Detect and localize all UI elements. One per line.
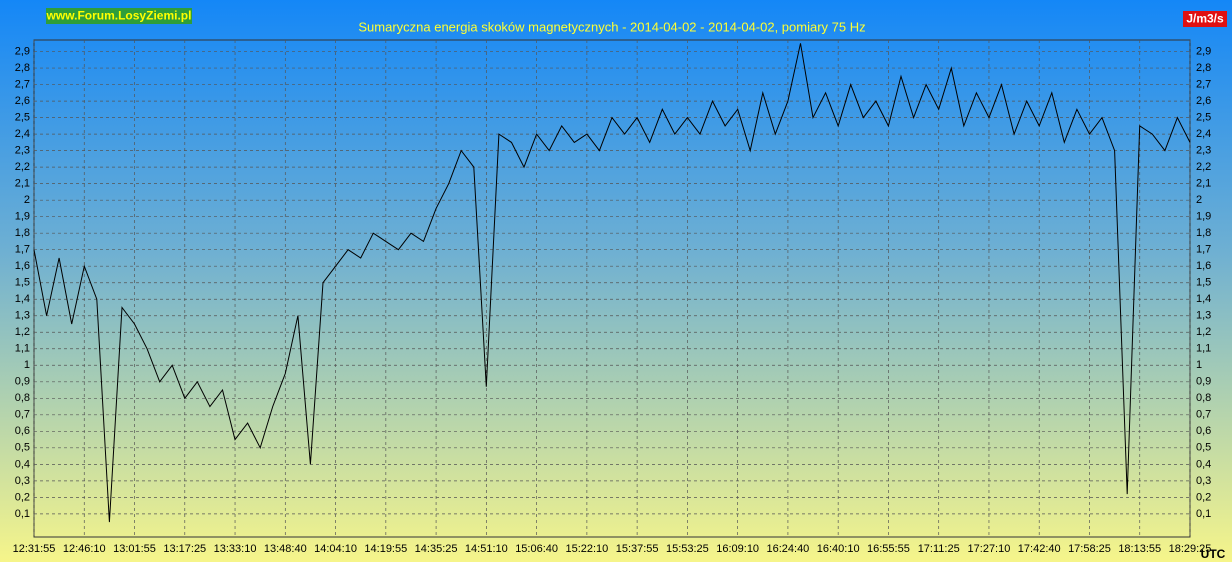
y-tick-label: 1,7 <box>15 244 30 256</box>
y-tick-label-right: 2,2 <box>1196 161 1211 173</box>
y-tick-label-right: 0,4 <box>1196 458 1211 470</box>
y-tick-label: 1,3 <box>15 310 30 322</box>
y-tick-label: 2 <box>24 194 30 206</box>
y-tick-label-right: 0,2 <box>1196 491 1211 503</box>
y-unit: J/m3/s <box>1186 12 1224 26</box>
y-tick-label: 0,6 <box>15 425 30 437</box>
x-tick-label: 17:27:10 <box>968 543 1011 555</box>
y-tick-label: 2,4 <box>15 128 30 140</box>
y-tick-label: 2,9 <box>15 45 30 57</box>
x-tick-label: 15:06:40 <box>515 543 558 555</box>
x-tick-label: 14:19:55 <box>364 543 407 555</box>
x-tick-label: 13:33:10 <box>214 543 257 555</box>
x-tick-label: 14:35:25 <box>415 543 458 555</box>
y-tick-label-right: 2,1 <box>1196 178 1211 190</box>
x-tick-label: 15:22:10 <box>565 543 608 555</box>
y-tick-label-right: 1,1 <box>1196 343 1211 355</box>
y-tick-label: 0,7 <box>15 409 30 421</box>
y-tick-label-right: 0,6 <box>1196 425 1211 437</box>
x-tick-label: 12:31:55 <box>13 543 56 555</box>
y-tick-label: 2,1 <box>15 178 30 190</box>
x-tick-label: 13:48:40 <box>264 543 307 555</box>
y-tick-label: 0,8 <box>15 392 30 404</box>
y-tick-label: 1,1 <box>15 343 30 355</box>
y-tick-label: 2,5 <box>15 112 30 124</box>
y-tick-label: 1,9 <box>15 211 30 223</box>
x-tick-label: 17:11:25 <box>918 543 960 555</box>
y-tick-label-right: 2,6 <box>1196 95 1211 107</box>
y-tick-label: 2,7 <box>15 78 30 90</box>
x-unit: UTC <box>1201 547 1226 561</box>
y-tick-label-right: 1,7 <box>1196 244 1211 256</box>
y-tick-label-right: 0,3 <box>1196 475 1211 487</box>
y-tick-label-right: 2,7 <box>1196 78 1211 90</box>
x-tick-label: 17:58:25 <box>1068 543 1111 555</box>
y-tick-label-right: 1 <box>1196 359 1202 371</box>
x-tick-label: 16:55:55 <box>867 543 910 555</box>
x-tick-label: 13:17:25 <box>163 543 206 555</box>
x-tick-label: 16:40:10 <box>817 543 860 555</box>
y-tick-label-right: 0,5 <box>1196 442 1211 454</box>
x-tick-label: 17:42:40 <box>1018 543 1061 555</box>
x-tick-label: 18:13:55 <box>1118 543 1161 555</box>
x-tick-label: 14:51:10 <box>465 543 508 555</box>
chart-title: Sumaryczna energia skoków magnetycznych … <box>358 19 865 34</box>
x-tick-label: 18:29:25 <box>1169 543 1212 555</box>
y-tick-label: 0,3 <box>15 475 30 487</box>
y-tick-label: 0,1 <box>15 508 30 520</box>
y-tick-label-right: 1,3 <box>1196 310 1211 322</box>
y-tick-label: 2,8 <box>15 62 30 74</box>
y-tick-label: 0,4 <box>15 458 30 470</box>
y-tick-label: 1,5 <box>15 277 30 289</box>
y-tick-label: 0,5 <box>15 442 30 454</box>
x-tick-label: 13:01:55 <box>113 543 156 555</box>
x-tick-label: 15:37:55 <box>616 543 659 555</box>
x-tick-label: 16:24:40 <box>766 543 809 555</box>
y-tick-label: 2,3 <box>15 145 30 157</box>
y-tick-label: 1,4 <box>15 293 30 305</box>
y-tick-label-right: 0,8 <box>1196 392 1211 404</box>
y-tick-label: 0,2 <box>15 491 30 503</box>
y-tick-label: 1,2 <box>15 326 30 338</box>
y-tick-label-right: 2,3 <box>1196 145 1211 157</box>
y-tick-label: 1,6 <box>15 260 30 272</box>
y-tick-label-right: 1,2 <box>1196 326 1211 338</box>
watermark-box <box>46 8 192 24</box>
data-line <box>33 43 1191 523</box>
y-tick-label-right: 0,1 <box>1196 508 1211 520</box>
y-tick-label-right: 2,5 <box>1196 112 1211 124</box>
x-tick-label: 15:53:25 <box>666 543 709 555</box>
y-tick-label: 2,6 <box>15 95 30 107</box>
y-tick-label-right: 1,9 <box>1196 211 1211 223</box>
y-tick-label-right: 0,7 <box>1196 409 1211 421</box>
x-tick-label: 16:09:10 <box>716 543 759 555</box>
y-tick-label-right: 2,4 <box>1196 128 1211 140</box>
y-tick-label-right: 2,8 <box>1196 62 1211 74</box>
y-tick-label: 2,2 <box>15 161 30 173</box>
y-tick-label: 1,8 <box>15 227 30 239</box>
x-tick-label: 14:04:10 <box>314 543 357 555</box>
y-tick-label-right: 2 <box>1196 194 1202 206</box>
y-tick-label-right: 2,9 <box>1196 45 1211 57</box>
y-tick-label-right: 1,5 <box>1196 277 1211 289</box>
y-tick-label-right: 1,8 <box>1196 227 1211 239</box>
y-tick-label-right: 0,9 <box>1196 376 1211 388</box>
y-tick-label: 1 <box>24 359 30 371</box>
unit-box <box>1183 11 1227 27</box>
y-tick-label-right: 1,4 <box>1196 293 1211 305</box>
x-tick-label: 12:46:10 <box>63 543 106 555</box>
watermark: www.Forum.LosyZiemi.pl <box>46 9 192 23</box>
y-tick-label-right: 1,6 <box>1196 260 1211 272</box>
y-tick-label: 0,9 <box>15 376 30 388</box>
